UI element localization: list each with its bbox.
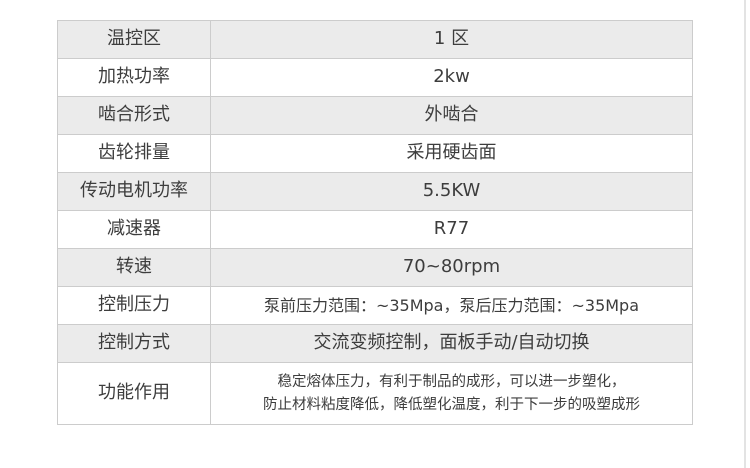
spec-label-cell: 转速	[58, 249, 211, 286]
spec-label-cell: 减速器	[58, 211, 211, 248]
spec-value-line: 1 区	[433, 28, 470, 50]
spec-value-cell: 泵前压力范围：~35Mpa，泵后压力范围：~35Mpa	[211, 287, 692, 324]
spec-value-cell: 70~80rpm	[211, 249, 692, 286]
spec-label-cell: 加热功率	[58, 59, 211, 96]
spec-row: 减速器 R77	[58, 211, 692, 249]
spec-value-cell: 外啮合	[211, 97, 692, 134]
spec-value-line: 稳定熔体压力，有利于制品的成形，可以进一步塑化，	[277, 373, 626, 390]
spec-label-cell: 温控区	[58, 21, 211, 58]
spec-value-line: 采用硬齿面	[406, 142, 497, 164]
spec-row: 转速 70~80rpm	[58, 249, 692, 287]
spec-value-line: 交流变频控制，面板手动/自动切换	[313, 332, 590, 354]
spec-value-cell: R77	[211, 211, 692, 248]
spec-label-cell: 控制压力	[58, 287, 211, 324]
spec-value-cell: 1 区	[211, 21, 692, 58]
spec-value-line: R77	[433, 218, 470, 240]
spec-table: 温控区 1 区加热功率 2kw 啮合形式 外啮合齿轮排量 采用硬齿面传动电机功率 5.5KW…	[57, 20, 693, 425]
spec-label-cell: 功能作用	[58, 363, 211, 424]
spec-value-cell: 交流变频控制，面板手动/自动切换	[211, 325, 692, 362]
page-edge-line	[744, 0, 746, 468]
spec-value-line: 防止材料粘度降低，降低塑化温度，利于下一步的吸塑成形	[263, 396, 640, 413]
spec-value-cell: 2kw	[211, 59, 692, 96]
spec-row: 温控区 1 区	[58, 21, 692, 59]
spec-label-cell: 齿轮排量	[58, 135, 211, 172]
spec-row: 控制压力 泵前压力范围：~35Mpa，泵后压力范围：~35Mpa	[58, 287, 692, 325]
spec-value-line: 外啮合	[424, 104, 479, 126]
spec-row: 啮合形式 外啮合	[58, 97, 692, 135]
spec-label-cell: 控制方式	[58, 325, 211, 362]
spec-row: 齿轮排量 采用硬齿面	[58, 135, 692, 173]
spec-row: 功能作用 稳定熔体压力，有利于制品的成形，可以进一步塑化， 防止材料粘度降低，降低塑…	[58, 363, 692, 424]
spec-row: 传动电机功率 5.5KW	[58, 173, 692, 211]
spec-value-line: 5.5KW	[422, 180, 481, 202]
spec-value-line: 70~80rpm	[402, 256, 501, 278]
spec-value-cell: 采用硬齿面	[211, 135, 692, 172]
spec-value-line: 泵前压力范围：~35Mpa，泵后压力范围：~35Mpa	[263, 295, 640, 315]
spec-row: 控制方式 交流变频控制，面板手动/自动切换	[58, 325, 692, 363]
spec-label-cell: 传动电机功率	[58, 173, 211, 210]
spec-value-line: 2kw	[433, 66, 470, 88]
spec-value-cell: 稳定熔体压力，有利于制品的成形，可以进一步塑化， 防止材料粘度降低，降低塑化温度，…	[211, 363, 692, 424]
spec-label-cell: 啮合形式	[58, 97, 211, 134]
spec-value-cell: 5.5KW	[211, 173, 692, 210]
spec-row: 加热功率 2kw	[58, 59, 692, 97]
